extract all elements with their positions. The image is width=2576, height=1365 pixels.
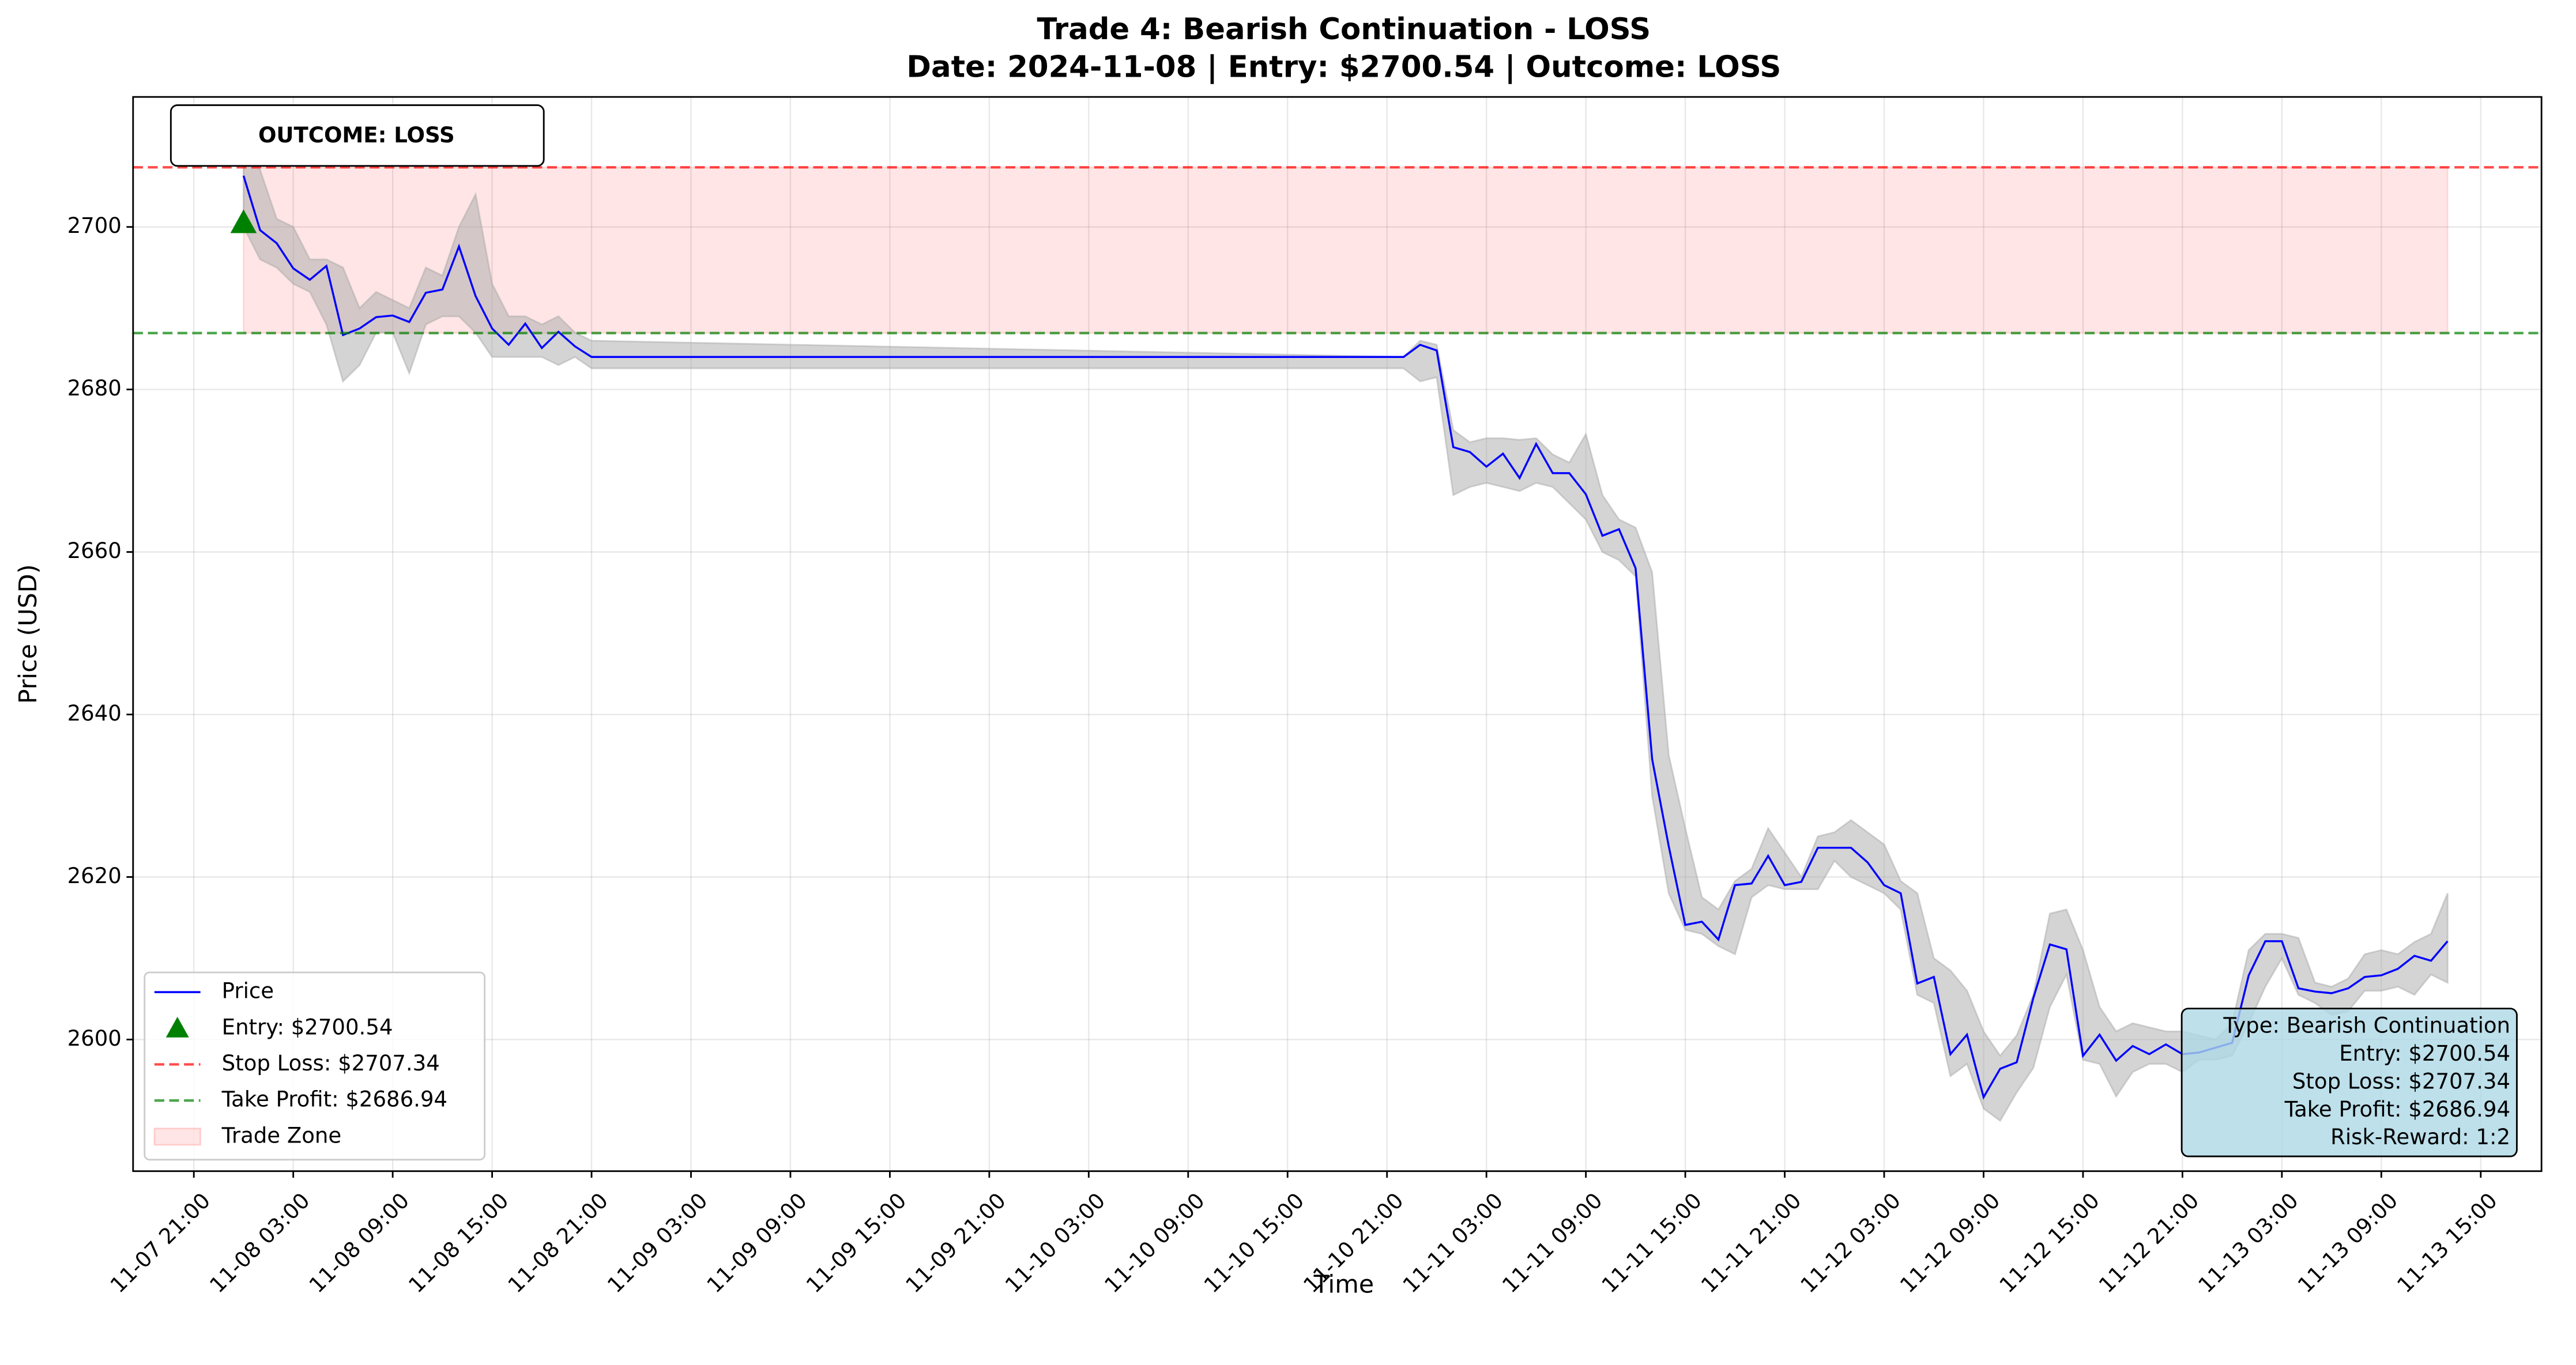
legend-box <box>144 971 486 1161</box>
price-range-band <box>243 143 2449 1122</box>
legend-label: Entry: $2700.54 <box>222 1015 393 1039</box>
info-line: Take Profit: $2686.94 <box>2284 1097 2510 1122</box>
legend-label: Trade Zone <box>221 1123 341 1148</box>
info-line: Entry: $2700.54 <box>2339 1041 2510 1066</box>
info-box <box>2180 1008 2518 1157</box>
legend-swatch <box>165 1016 189 1038</box>
y-tick-label: 2700 <box>67 213 122 238</box>
entry-marker <box>230 209 257 233</box>
y-tick-label: 2680 <box>67 376 122 401</box>
y-tick-label: 2620 <box>67 864 122 888</box>
plot-frame <box>132 96 2543 1172</box>
legend-swatch <box>153 1128 202 1146</box>
legend-label: Stop Loss: $2707.34 <box>222 1051 440 1076</box>
info-line: Risk-Reward: 1:2 <box>2330 1125 2510 1149</box>
trade-zone <box>243 166 2449 334</box>
outcome-box <box>170 104 545 167</box>
outcome-label: OUTCOME: LOSS <box>258 123 455 148</box>
y-axis-label: Price (USD) <box>14 564 43 704</box>
y-tick-label: 2640 <box>67 701 122 726</box>
legend-label: Take Profit: $2686.94 <box>221 1087 447 1112</box>
legend: Price Entry: $2700.54 Stop Loss: $2707.34 T… <box>144 971 486 1161</box>
y-tick-label: 2600 <box>67 1026 122 1051</box>
info-line: Stop Loss: $2707.34 <box>2292 1069 2510 1093</box>
x-axis-label: Time <box>1313 1270 1374 1299</box>
y-tick-label: 2660 <box>67 538 122 563</box>
legend-label: Price <box>222 979 274 1004</box>
info-line: Type: Bearish Continuation <box>2223 1013 2510 1038</box>
chart-title: Trade 4: Bearish Continuation - LOSS <box>1037 12 1651 47</box>
chart-subtitle: Date: 2024-11-08 | Entry: $2700.54 | Out… <box>906 50 1781 85</box>
